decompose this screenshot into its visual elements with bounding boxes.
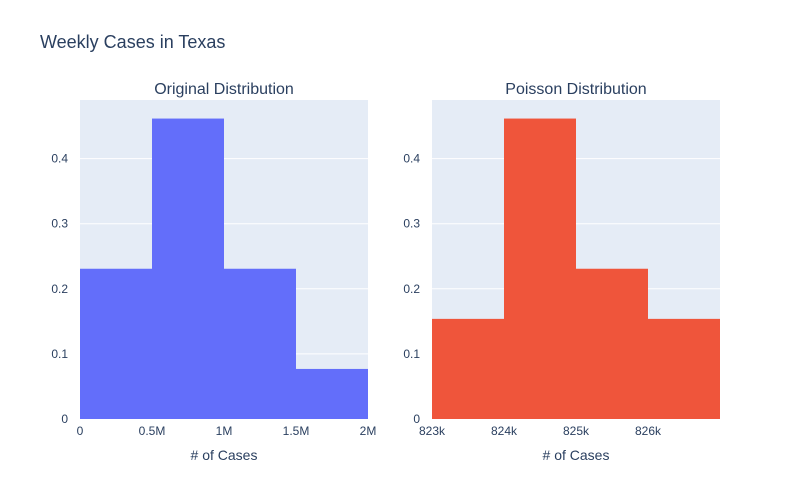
x-tick-label: 2M: [360, 424, 377, 438]
x-tick-label: 0: [77, 424, 84, 438]
subplot-2: 0 0.1 0.2 0.3 0.4 823k 824k 825k 826k Poisson Dis…: [403, 81, 720, 463]
subplot-title: Poisson Distribution: [505, 81, 646, 98]
y-tick-label: 0: [61, 412, 68, 426]
figure-title: Weekly Cases in Texas: [40, 32, 226, 52]
histogram-bar: [152, 118, 224, 420]
histogram-bar: [504, 118, 576, 420]
x-axis-title: # of Cases: [543, 447, 610, 463]
histogram-bar: [224, 268, 296, 419]
histogram-bar: [432, 318, 504, 419]
x-tick-label: 823k: [419, 424, 446, 438]
y-tick-label: 0.4: [403, 152, 420, 166]
x-tick-label: 1M: [216, 424, 233, 438]
x-tick-label: 1.5M: [283, 424, 310, 438]
subplot-title: Original Distribution: [154, 81, 294, 98]
x-tick-label: 825k: [563, 424, 590, 438]
y-tick-label: 0.2: [51, 282, 68, 296]
histogram-bar: [80, 268, 152, 419]
y-tick-label: 0.4: [51, 152, 68, 166]
histogram-bar: [576, 268, 648, 419]
y-tick-label: 0.2: [403, 282, 420, 296]
x-tick-label: 0.5M: [139, 424, 166, 438]
histogram-bar: [648, 318, 720, 419]
x-axis-title: # of Cases: [191, 447, 258, 463]
x-tick-label: 824k: [491, 424, 518, 438]
histogram-bar: [296, 368, 368, 419]
y-tick-label: 0: [413, 412, 420, 426]
subplot-1: 0 0.1 0.2 0.3 0.4 0 0.5M 1M 1.5M 2M Original Distr…: [51, 81, 376, 463]
x-tick-label: 826k: [635, 424, 662, 438]
y-tick-label: 0.3: [51, 217, 68, 231]
y-tick-label: 0.1: [51, 347, 68, 361]
y-tick-label: 0.1: [403, 347, 420, 361]
y-tick-label: 0.3: [403, 217, 420, 231]
